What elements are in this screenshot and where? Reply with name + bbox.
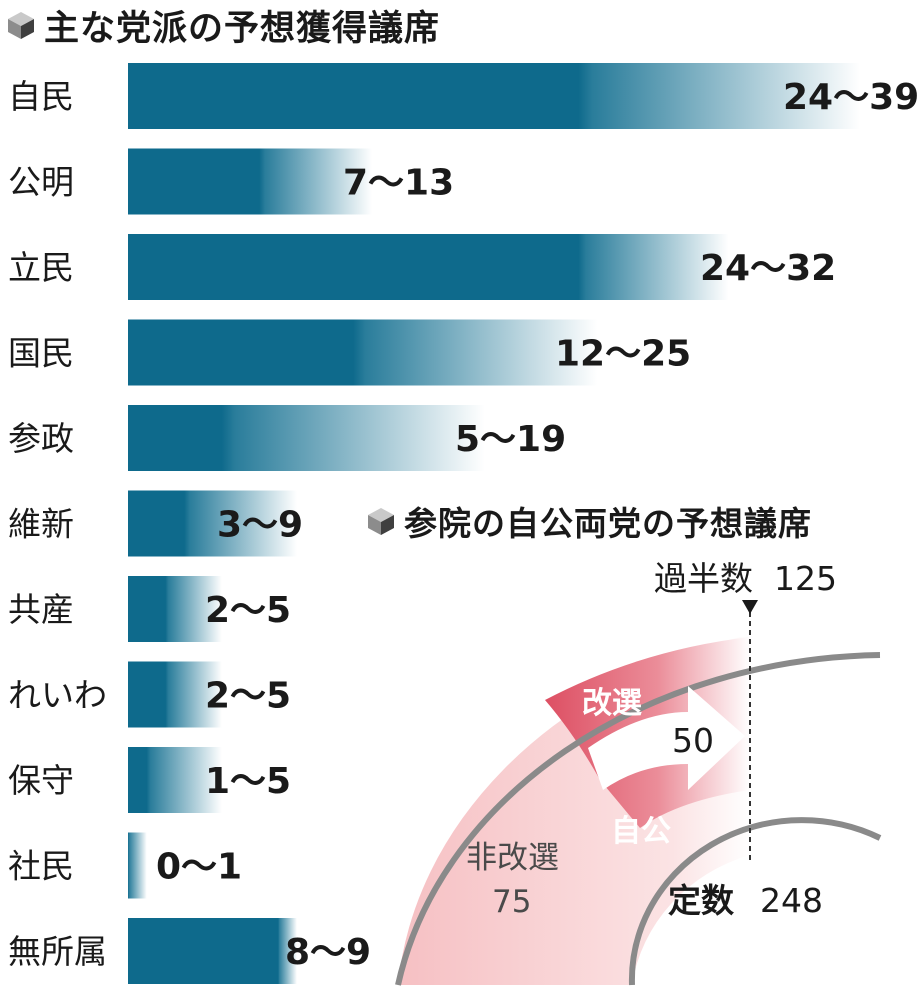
bar-3 — [128, 319, 598, 386]
cube-icon — [8, 12, 34, 39]
value-label-2: 24〜32 — [700, 248, 836, 289]
majority-marker-icon — [742, 600, 758, 614]
value-label-8: 1〜5 — [205, 761, 291, 802]
category-label-4: 参政 — [8, 419, 74, 458]
value-label-0: 24〜39 — [783, 77, 919, 118]
bar-0 — [128, 63, 860, 129]
bar-5 — [128, 490, 297, 557]
value-label-10: 8〜9 — [285, 932, 371, 973]
category-label-6: 共産 — [8, 590, 74, 629]
non-reelection-label: 非改選 — [466, 840, 559, 876]
bar-10 — [128, 918, 297, 984]
value-label-7: 2〜5 — [205, 676, 291, 717]
bar-9 — [128, 832, 147, 899]
category-label-2: 立民 — [8, 248, 74, 287]
fixed-value: 248 — [760, 881, 823, 920]
chart-title: 主な党派の予想獲得議席 — [6, 0, 440, 50]
bar-6 — [128, 576, 222, 642]
category-label-0: 自民 — [8, 77, 74, 116]
category-label-10: 無所属 — [8, 932, 107, 971]
value-label-4: 5〜19 — [455, 419, 566, 460]
outer-arc — [395, 652, 881, 986]
coalition-label: 自公 — [611, 814, 671, 849]
category-label-5: 維新 — [8, 505, 74, 544]
inner-arc — [628, 817, 882, 986]
majority-value: 125 — [774, 559, 837, 598]
value-label-5: 3〜9 — [217, 505, 303, 546]
value-label-3: 12〜25 — [555, 334, 691, 375]
bar-2 — [128, 234, 729, 300]
diagram-title-text: 参院の自公両党の予想議席 — [404, 504, 812, 543]
value-label-6: 2〜5 — [205, 590, 291, 631]
bar-8 — [128, 747, 222, 813]
bar-1 — [128, 148, 372, 215]
cube-icon — [368, 508, 394, 535]
bar-4 — [128, 405, 485, 471]
category-label-8: 保守 — [8, 761, 74, 800]
value-label-1: 7〜13 — [343, 163, 454, 204]
category-label-1: 公明 — [8, 163, 74, 202]
value-label-9: 0〜1 — [156, 847, 242, 888]
arrow-value: 50 — [672, 721, 714, 760]
reelection-label: 改選 — [582, 686, 642, 721]
chart-title-text: 主な党派の予想獲得議席 — [44, 8, 441, 49]
category-label-9: 社民 — [8, 847, 74, 886]
diagram-title: 参院の自公両党の予想議席 — [366, 497, 812, 545]
category-label-7: れいわ — [8, 676, 107, 715]
non-reelection-value: 75 — [492, 884, 531, 920]
majority-label: 過半数 — [654, 559, 753, 598]
category-label-3: 国民 — [8, 334, 74, 373]
bar-7 — [128, 661, 222, 728]
fixed-label: 定数 — [668, 881, 735, 920]
increase-arrow — [588, 686, 745, 790]
